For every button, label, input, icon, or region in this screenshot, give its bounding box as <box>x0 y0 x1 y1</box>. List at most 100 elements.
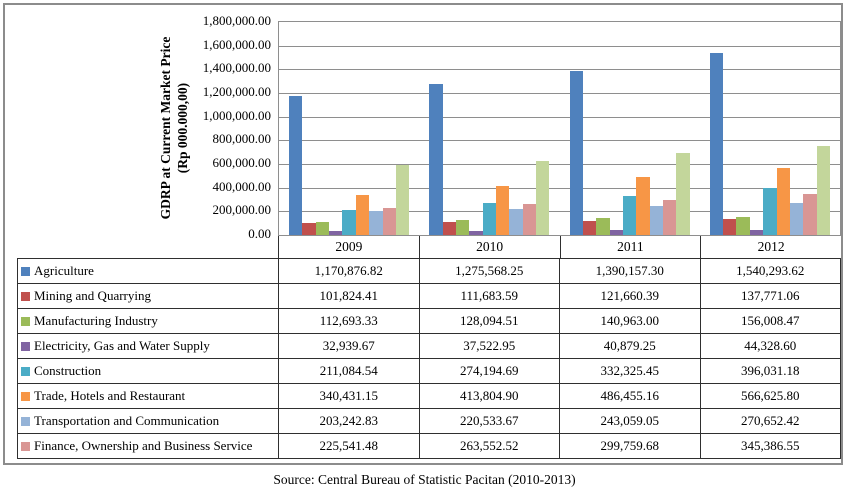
series-label: Manufacturing Industry <box>34 313 158 328</box>
series-label: Finance, Ownership and Business Service <box>34 438 253 453</box>
bar-trade-hotels-and-restaurant-2010 <box>496 186 510 235</box>
gridline <box>279 93 840 94</box>
bar-electricity-gas-and-water-supply-2012 <box>749 229 764 235</box>
x-axis-category-label: 2010 <box>418 236 560 258</box>
bar-mining-and-quarrying-2009 <box>302 222 316 235</box>
value-cell: 37,522.95 <box>419 334 560 359</box>
data-table: Agriculture 1,170,876.82 1,275,568.25 1,390… <box>17 258 841 459</box>
series-label: Agriculture <box>34 263 94 278</box>
bar-trade-hotels-and-restaurant-2009 <box>355 194 370 235</box>
bar-unlabeled-series-2011 <box>676 153 690 235</box>
y-axis-tick-label: 800,000.00 <box>212 131 272 147</box>
value-cell: 112,693.33 <box>279 309 420 334</box>
value-cell: 1,540,293.62 <box>700 259 841 284</box>
bar-construction-2011 <box>622 195 637 235</box>
series-label-cell: Mining and Quarrying <box>18 284 279 309</box>
value-cell: 1,390,157.30 <box>560 259 701 284</box>
y-axis-tick-label: 1,200,000.00 <box>202 84 271 99</box>
value-cell: 128,094.51 <box>419 309 560 334</box>
value-cell: 263,552.52 <box>419 434 560 459</box>
value-cell: 203,242.83 <box>279 409 420 434</box>
legend-key-icon <box>21 416 30 426</box>
bar-manufacturing-industry-2012 <box>736 216 750 235</box>
y-axis-tick-label: 1,000,000.00 <box>202 107 271 123</box>
gridline <box>279 69 840 71</box>
legend-key-icon <box>21 441 30 451</box>
bar-electricity-gas-and-water-supply-2011 <box>609 230 623 235</box>
value-cell: 332,325.45 <box>560 359 701 384</box>
y-axis-tick-label: 1,400,000.00 <box>202 60 271 76</box>
bar-mining-and-quarrying-2011 <box>582 220 597 235</box>
series-label: Electricity, Gas and Water Supply <box>34 338 210 353</box>
series-label-cell: Transportation and Communication <box>18 409 279 434</box>
value-cell: 1,275,568.25 <box>419 259 560 284</box>
bar-construction-2010 <box>482 202 497 235</box>
bar-manufacturing-industry-2009 <box>315 221 330 235</box>
value-cell: 299,759.68 <box>560 434 701 459</box>
series-label-cell: Finance, Ownership and Business Service <box>18 434 279 459</box>
bar-mining-and-quarrying-2010 <box>442 221 456 235</box>
bar-manufacturing-industry-2010 <box>455 219 470 235</box>
bar-trade-hotels-and-restaurant-2012 <box>776 167 790 235</box>
x-axis-category-label: 2009 <box>278 236 419 258</box>
gridline <box>279 187 840 189</box>
bar-electricity-gas-and-water-supply-2009 <box>329 231 343 235</box>
legend-key-icon <box>21 316 30 326</box>
plot-area <box>278 21 841 236</box>
y-axis-tick-label: 0.00 <box>248 226 271 241</box>
value-cell: 345,386.55 <box>700 434 841 459</box>
y-axis-tick-label: 600,000.00 <box>212 155 272 170</box>
value-cell: 1,170,876.82 <box>279 259 420 284</box>
value-cell: 413,804.90 <box>419 384 560 409</box>
value-cell: 211,084.54 <box>279 359 420 384</box>
bar-construction-2009 <box>342 210 356 235</box>
bar-finance-ownership-and-business-service-2010 <box>522 203 537 235</box>
value-cell: 140,963.00 <box>560 309 701 334</box>
value-cell: 566,625.80 <box>700 384 841 409</box>
bar-agriculture-2012 <box>709 52 724 235</box>
legend-key-icon <box>21 391 30 401</box>
value-cell: 486,455.16 <box>560 384 701 409</box>
value-cell: 220,533.67 <box>419 409 560 434</box>
bar-transportation-and-communication-2011 <box>649 206 663 235</box>
bar-agriculture-2011 <box>569 70 583 235</box>
bar-finance-ownership-and-business-service-2009 <box>382 208 396 235</box>
bar-manufacturing-industry-2011 <box>596 218 610 235</box>
gridline <box>279 140 840 142</box>
bar-electricity-gas-and-water-supply-2010 <box>469 230 483 235</box>
bar-construction-2012 <box>763 188 777 235</box>
value-cell: 101,824.41 <box>279 284 420 309</box>
series-label: Trade, Hotels and Restaurant <box>34 388 186 403</box>
series-label-cell: Trade, Hotels and Restaurant <box>18 384 279 409</box>
legend-key-icon <box>21 341 30 351</box>
legend-key-icon <box>21 266 30 276</box>
series-label: Mining and Quarrying <box>34 288 151 303</box>
value-cell: 121,660.39 <box>560 284 701 309</box>
x-axis-category-label: 2012 <box>700 236 841 258</box>
bar-finance-ownership-and-business-service-2012 <box>803 194 817 235</box>
series-label-cell: Electricity, Gas and Water Supply <box>18 334 279 359</box>
bar-finance-ownership-and-business-service-2011 <box>663 199 677 235</box>
series-label: Transportation and Communication <box>34 413 220 428</box>
bar-unlabeled-series-2012 <box>816 146 830 235</box>
gridline <box>279 45 840 47</box>
bar-unlabeled-series-2009 <box>395 165 410 235</box>
value-cell: 40,879.25 <box>560 334 701 359</box>
chart-frame: GDRP at Current Market Price (Rp 000.000… <box>3 3 843 465</box>
bar-transportation-and-communication-2009 <box>369 210 383 235</box>
value-cell: 274,194.69 <box>419 359 560 384</box>
value-cell: 243,059.05 <box>560 409 701 434</box>
legend-key-icon <box>21 366 30 376</box>
bar-trade-hotels-and-restaurant-2011 <box>636 177 650 235</box>
value-cell: 396,031.18 <box>700 359 841 384</box>
gridline <box>279 164 840 165</box>
bar-agriculture-2010 <box>429 84 443 235</box>
value-cell: 340,431.15 <box>279 384 420 409</box>
y-axis-tick-label: 1,600,000.00 <box>202 36 271 52</box>
value-cell: 44,328.60 <box>700 334 841 359</box>
series-label-cell: Agriculture <box>18 259 279 284</box>
bar-unlabeled-series-2010 <box>536 160 550 235</box>
value-cell: 111,683.59 <box>419 284 560 309</box>
bar-transportation-and-communication-2010 <box>509 208 523 235</box>
x-axis-category-label: 2011 <box>559 236 701 258</box>
